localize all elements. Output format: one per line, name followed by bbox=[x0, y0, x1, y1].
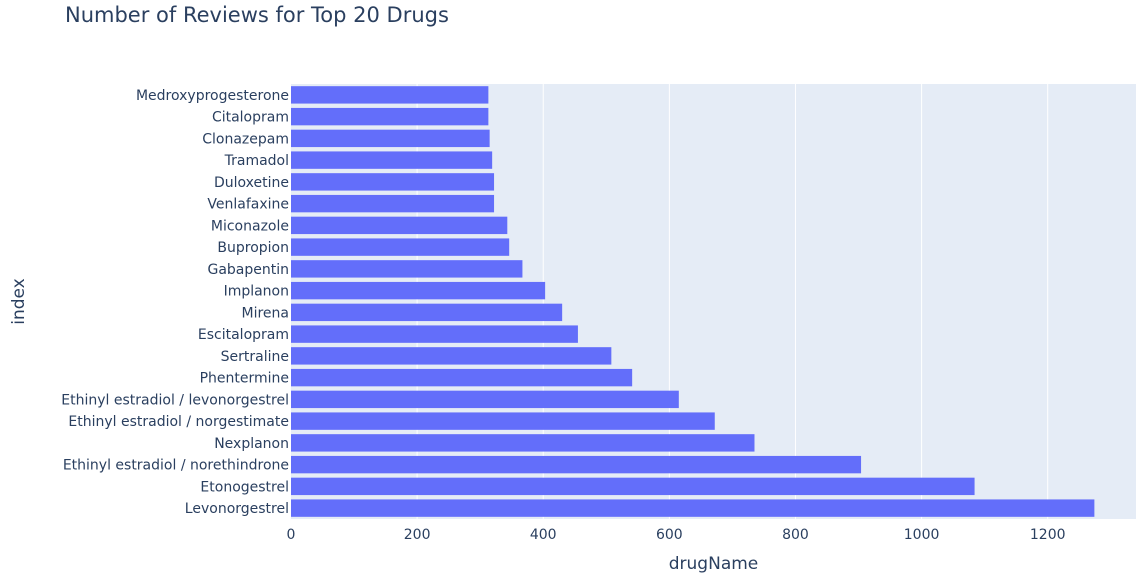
y-tick-label: Mirena bbox=[242, 305, 289, 321]
bar bbox=[291, 281, 546, 300]
bar bbox=[291, 260, 523, 278]
bar bbox=[291, 151, 493, 169]
bar bbox=[291, 347, 612, 365]
x-tick-label: 800 bbox=[782, 527, 809, 543]
x-tick-label: 0 bbox=[287, 527, 296, 543]
x-tick-labels: 0 200 400 600 800 1000 1200 bbox=[287, 527, 1066, 543]
bar bbox=[291, 216, 508, 235]
y-axis-title: index bbox=[9, 278, 29, 325]
bar bbox=[291, 325, 578, 343]
bar bbox=[291, 238, 510, 256]
bars bbox=[291, 86, 1095, 517]
bar bbox=[291, 434, 755, 452]
y-tick-label: Medroxyprogesterone bbox=[136, 88, 289, 104]
bar bbox=[291, 412, 715, 430]
y-tick-label: Implanon bbox=[224, 284, 289, 300]
x-tick-label: 1200 bbox=[1030, 527, 1066, 543]
y-tick-label: Ethinyl estradiol / levonorgestrel bbox=[61, 392, 289, 408]
y-tick-label: Nexplanon bbox=[214, 436, 289, 452]
y-tick-label: Venlafaxine bbox=[207, 197, 289, 213]
bar bbox=[291, 368, 633, 387]
y-tick-label: Ethinyl estradiol / norgestimate bbox=[68, 414, 289, 430]
y-tick-label: Bupropion bbox=[217, 240, 289, 256]
y-tick-label: Clonazepam bbox=[202, 131, 289, 147]
y-tick-label: Gabapentin bbox=[207, 262, 289, 278]
bar bbox=[291, 129, 490, 148]
bar bbox=[291, 455, 862, 474]
y-tick-label: Phentermine bbox=[200, 371, 289, 387]
y-tick-label: Escitalopram bbox=[198, 327, 289, 343]
bar bbox=[291, 86, 489, 104]
y-tick-label: Ethinyl estradiol / norethindrone bbox=[63, 458, 289, 474]
bar bbox=[291, 390, 679, 409]
y-tick-label: Citalopram bbox=[212, 110, 289, 126]
y-tick-label: Duloxetine bbox=[214, 175, 289, 191]
y-tick-label: Levonorgestrel bbox=[185, 501, 289, 517]
y-tick-labels: Levonorgestrel Etonogestrel Ethinyl estrad… bbox=[61, 88, 289, 517]
x-tick-label: 200 bbox=[404, 527, 431, 543]
y-tick-label: Sertraline bbox=[221, 349, 289, 365]
bar bbox=[291, 303, 563, 322]
bar bbox=[291, 173, 495, 191]
y-tick-label: Miconazole bbox=[211, 218, 289, 234]
chart-title: Number of Reviews for Top 20 Drugs bbox=[65, 3, 449, 27]
x-tick-label: 600 bbox=[656, 527, 683, 543]
x-tick-label: 1000 bbox=[904, 527, 940, 543]
bar bbox=[291, 194, 495, 213]
x-tick-label: 400 bbox=[530, 527, 557, 543]
y-tick-label: Etonogestrel bbox=[200, 479, 289, 495]
bar bbox=[291, 107, 489, 126]
bar bbox=[291, 499, 1095, 517]
y-tick-label: Tramadol bbox=[224, 153, 289, 169]
plot-background bbox=[291, 84, 1136, 519]
bar bbox=[291, 477, 975, 496]
x-axis-title: drugName bbox=[669, 554, 759, 574]
